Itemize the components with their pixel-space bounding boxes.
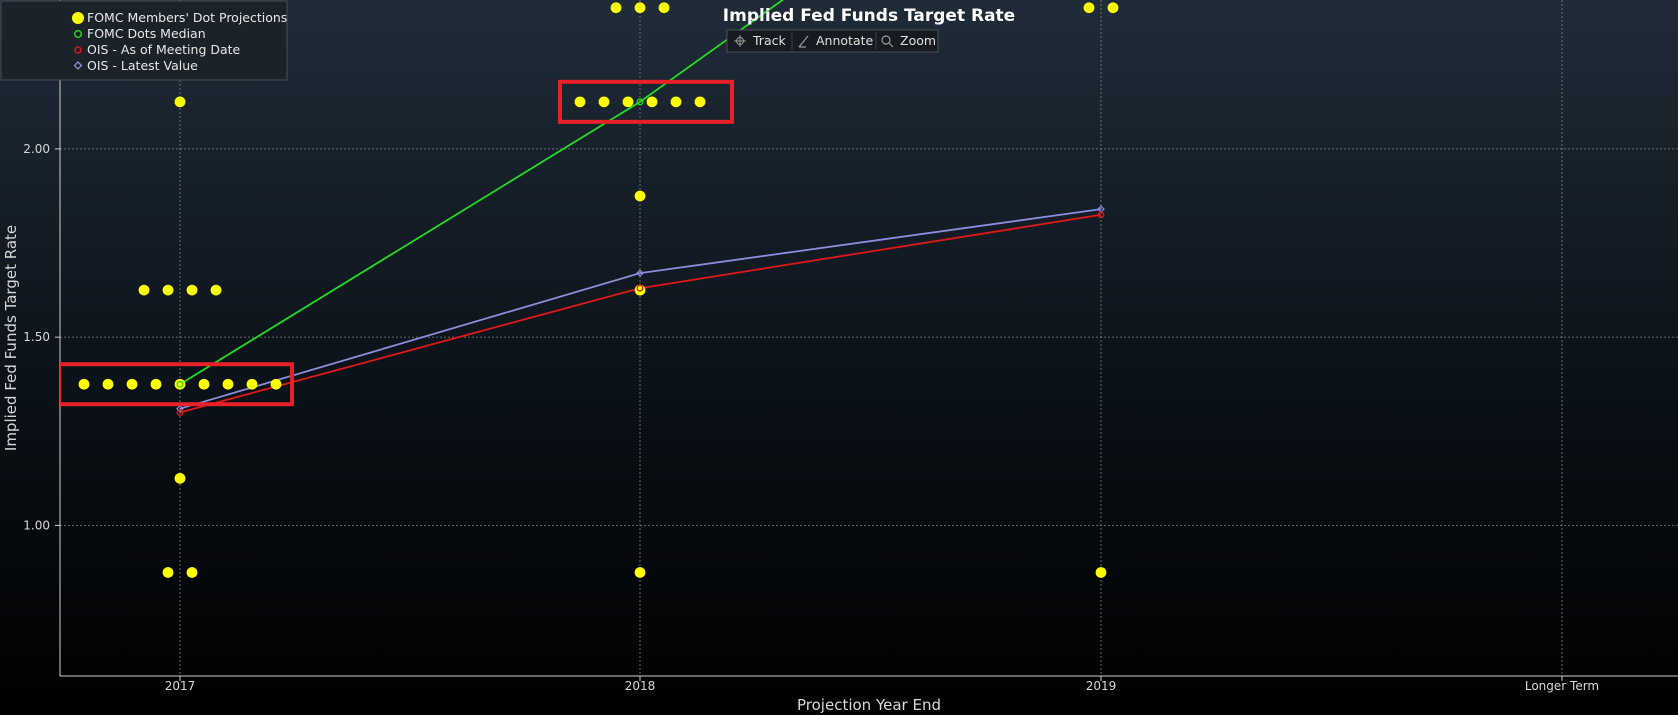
dot-projection bbox=[270, 378, 282, 390]
dot-projection bbox=[174, 472, 186, 484]
dot-projection bbox=[102, 378, 114, 390]
y-tick-label: 1.00 bbox=[23, 518, 50, 532]
dot-projection bbox=[634, 2, 646, 14]
dot-projection bbox=[162, 284, 174, 296]
legend-marker-median bbox=[73, 30, 82, 39]
x-tick-label: Longer Term bbox=[1525, 679, 1599, 693]
x-tick-label: 2019 bbox=[1086, 679, 1117, 693]
ois-latest-marker bbox=[636, 269, 644, 277]
dot-projection bbox=[670, 96, 682, 108]
legend-entry: FOMC Members' Dot Projections bbox=[87, 10, 287, 25]
dot-projection bbox=[186, 567, 198, 578]
dot-projection bbox=[198, 378, 210, 390]
highlight-box bbox=[558, 79, 734, 124]
dot-projection bbox=[174, 96, 186, 108]
highlight-box bbox=[60, 362, 294, 407]
ois-meeting-marker bbox=[1097, 211, 1105, 219]
legend-entry: OIS - Latest Value bbox=[87, 58, 198, 73]
dot-projection bbox=[186, 284, 198, 296]
dot-projection bbox=[574, 96, 586, 108]
zoom-button[interactable]: Zoom bbox=[881, 33, 936, 48]
dot-projection bbox=[598, 96, 610, 108]
axes bbox=[59, 0, 1678, 677]
dot-projection bbox=[610, 2, 622, 14]
legend-marker-ois-meeting bbox=[74, 46, 82, 54]
ois-meeting-marker bbox=[176, 409, 184, 416]
gridlines bbox=[60, 0, 1678, 676]
median-line bbox=[179, 0, 785, 385]
dot-projection bbox=[646, 96, 658, 108]
dot-projection bbox=[126, 378, 138, 390]
tick-labels: 1.001.502.002.503.003.504.00201720182019… bbox=[23, 142, 1599, 693]
dot-projection bbox=[222, 378, 234, 390]
dot-projection bbox=[162, 567, 174, 578]
dot-projection bbox=[1083, 2, 1095, 14]
legend-entry: FOMC Dots Median bbox=[87, 26, 206, 41]
dot-projection bbox=[1107, 2, 1119, 14]
dot-projection bbox=[210, 284, 222, 296]
x-tick-label: 2018 bbox=[625, 679, 656, 693]
y-axis-label: Implied Fed Funds Target Rate bbox=[2, 225, 20, 451]
ois-latest-marker bbox=[176, 404, 184, 413]
y-tick-label: 2.00 bbox=[23, 142, 50, 156]
dot-projection bbox=[138, 284, 150, 296]
dot-projection bbox=[150, 378, 162, 390]
y-tick-label: 1.50 bbox=[23, 330, 50, 344]
x-axis-label: Projection Year End bbox=[797, 696, 941, 714]
dot-projection bbox=[658, 2, 670, 14]
ois-meeting-marker bbox=[636, 284, 644, 292]
zoom-label: Zoom bbox=[900, 33, 936, 48]
dot-projection bbox=[174, 378, 186, 390]
ois-latest-line bbox=[179, 208, 1102, 410]
crosshair-icon bbox=[734, 35, 746, 47]
median-marker bbox=[636, 98, 644, 106]
dot-projection bbox=[78, 378, 90, 390]
dot-projection bbox=[246, 378, 258, 390]
chart-toolbar: Track Annotate Zoom bbox=[726, 29, 939, 53]
chart-title: Implied Fed Funds Target Rate bbox=[723, 6, 1015, 26]
magnifier-icon bbox=[881, 35, 894, 48]
median-marker bbox=[176, 380, 184, 388]
dot-projection bbox=[1095, 567, 1107, 578]
legend-entry: OIS - As of Meeting Date bbox=[87, 42, 241, 57]
dot-projection bbox=[634, 284, 646, 296]
annotate-button[interactable]: Annotate bbox=[798, 33, 874, 48]
track-label: Track bbox=[752, 33, 786, 48]
legend: FOMC Members' Dot Projections FOMC Dots … bbox=[0, 0, 288, 81]
dot-projection bbox=[634, 567, 646, 578]
legend-box bbox=[0, 0, 288, 81]
x-tick-label: 2017 bbox=[165, 679, 196, 693]
dot-projection bbox=[622, 96, 634, 108]
dot-projection bbox=[634, 190, 646, 202]
series-markers bbox=[176, 98, 1105, 416]
legend-marker-ois-latest bbox=[73, 61, 83, 70]
legend-marker-dots bbox=[72, 12, 84, 24]
annotate-label: Annotate bbox=[816, 33, 874, 48]
dot-projection bbox=[694, 96, 706, 108]
track-button[interactable]: Track bbox=[734, 33, 786, 48]
highlight-annotations bbox=[60, 79, 734, 407]
pencil-icon bbox=[798, 35, 809, 48]
